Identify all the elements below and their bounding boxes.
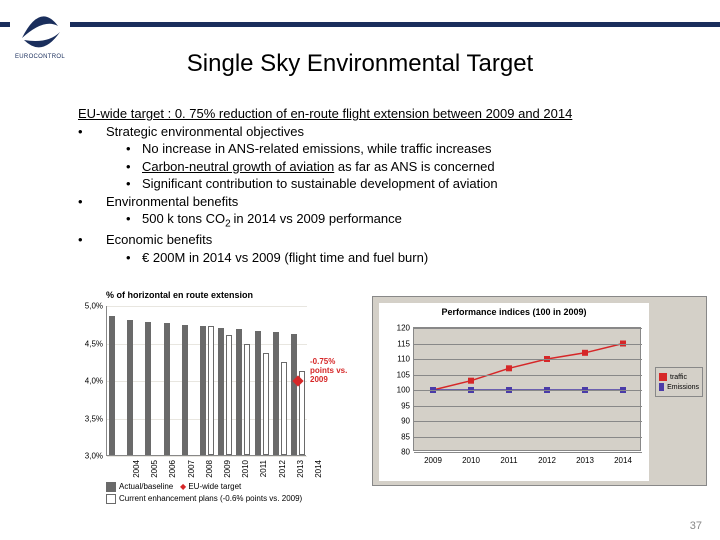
target-line: EU-wide target : 0. 75% reduction of en-… — [78, 105, 678, 123]
chart-right-title: Performance indices (100 in 2009) — [379, 303, 649, 317]
bullet-econ-benefits: Economic benefits — [78, 231, 678, 249]
chart-left-title: % of horizontal en route extension — [106, 290, 360, 300]
bullet-co2: 500 k tons CO2 in 2014 vs 2009 performan… — [78, 210, 678, 231]
bullet-sustainable: Significant contribution to sustainable … — [78, 175, 678, 193]
bullet-env-benefits: Environmental benefits — [78, 193, 678, 211]
chart-horizontal-extension: % of horizontal en route extension 3,0%3… — [70, 290, 360, 500]
bullet-no-increase: No increase in ANS-related emissions, wh… — [78, 140, 678, 158]
chart-right-plot: 8085909510010511011512020092010201120122… — [413, 327, 641, 451]
chart-left-legend: Actual/baseline ◆ EU-wide target Current… — [106, 482, 302, 504]
bullet-200m: € 200M in 2014 vs 2009 (flight time and … — [78, 249, 678, 267]
chart-performance-indices: Performance indices (100 in 2009) 808590… — [372, 296, 707, 486]
logo-text: EUROCONTROL — [10, 54, 70, 60]
chart-right-legend: traffic Emissions — [655, 367, 703, 397]
chart-left-plot: 3,0%3,5%4,0%4,5%5,0%20042005200620072008… — [106, 306, 306, 456]
eurocontrol-logo: EUROCONTROL — [10, 8, 70, 70]
bullet-strategic: Strategic environmental objectives — [78, 123, 678, 141]
slide-title: Single Sky Environmental Target — [0, 50, 720, 78]
chart-left-annotation: -0.75% points vs. 2009 — [310, 358, 360, 384]
bullet-content: EU-wide target : 0. 75% reduction of en-… — [78, 105, 678, 266]
bullet-carbon-neutral: Carbon-neutral growth of aviation as far… — [78, 158, 678, 176]
chart-right-panel: Performance indices (100 in 2009) 808590… — [379, 303, 649, 481]
header-rule — [0, 22, 720, 27]
page-number: 37 — [690, 520, 702, 532]
